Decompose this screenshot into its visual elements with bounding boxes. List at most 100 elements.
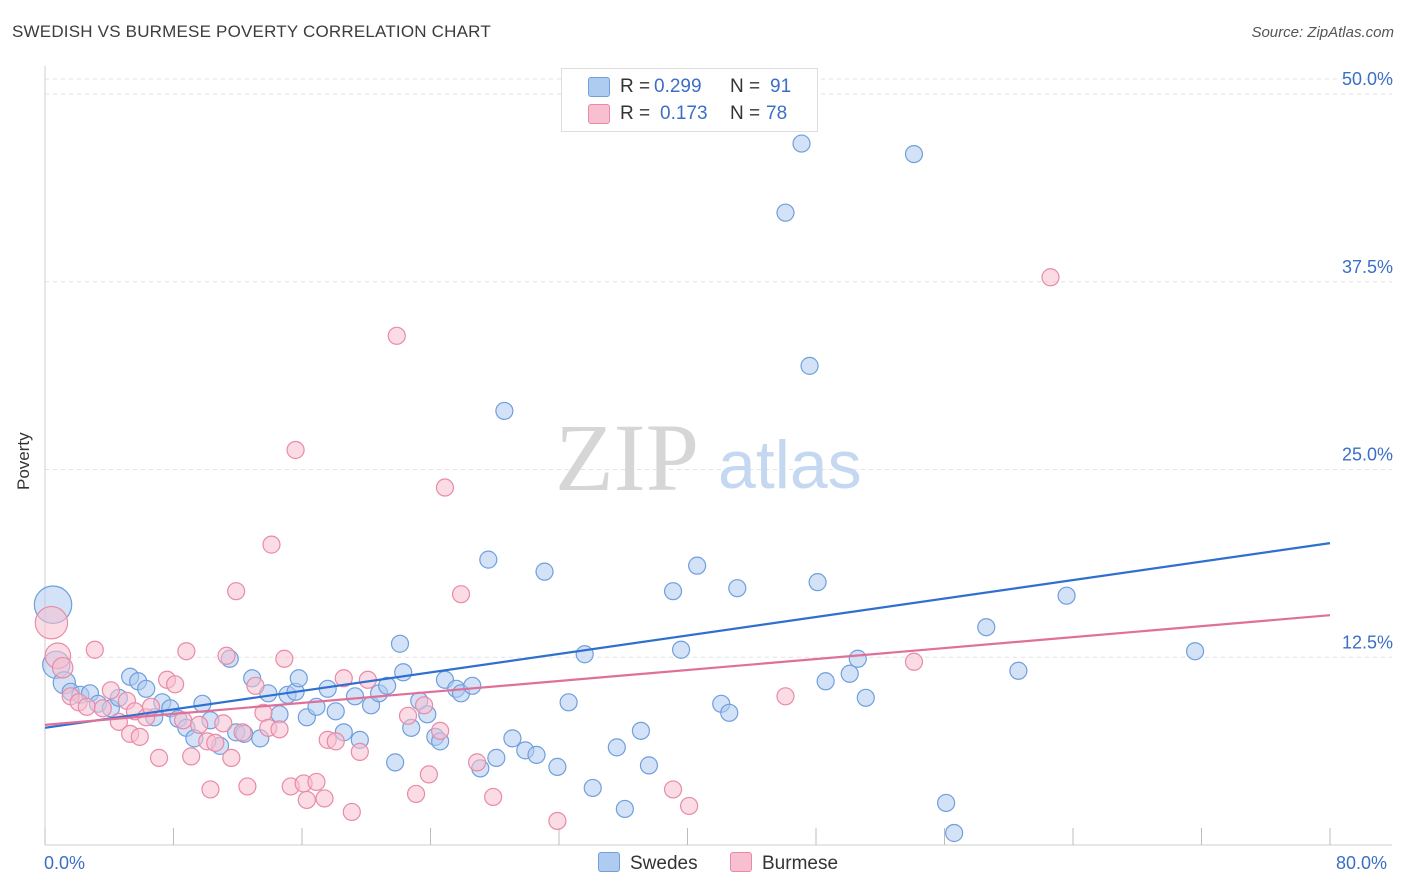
swedes-point [792, 134, 811, 153]
burmese-point [275, 649, 294, 668]
y-tick-label: 12.5% [1342, 632, 1393, 652]
x-axis-max-label: 80.0% [1336, 853, 1388, 873]
burmese-point [85, 640, 104, 659]
burmese-points [34, 268, 1060, 831]
legend-row-swedes: R = 0.299 N = 91 [562, 74, 817, 100]
burmese-point [262, 535, 281, 554]
legend: R = 0.299 N = 91 R = 0.173 N = 78 [561, 68, 818, 132]
burmese-point [297, 790, 316, 810]
burmese-point [326, 732, 345, 751]
burmese-point [435, 478, 455, 497]
burmese-point [398, 706, 418, 725]
swedes-point [326, 702, 345, 721]
burmese-point [286, 440, 305, 460]
swedes-point [671, 640, 691, 659]
burmese-point [130, 727, 149, 746]
burmese-point [387, 326, 406, 345]
source-credit: Source: ZipAtlas.com [1251, 24, 1394, 41]
chart-title: SWEDISH VS BURMESE POVERTY CORRELATION C… [12, 22, 491, 41]
legend-row-burmese: R = 0.173 N = 78 [562, 101, 817, 127]
swedes-point [345, 687, 365, 706]
burmese-point [93, 699, 112, 718]
burmese-point [190, 715, 209, 734]
bottom-legend-swedes: Swedes [598, 852, 698, 875]
y-axis-label: Poverty [14, 432, 33, 490]
swedes-point [840, 664, 859, 683]
burmese-point [222, 748, 241, 767]
axis-layer [44, 66, 1392, 846]
swedes-trend-line [44, 542, 1331, 729]
swedes-point [559, 693, 578, 712]
swedes-point [816, 672, 835, 691]
swedes-point [487, 748, 506, 767]
legend-n-value: 78 [766, 103, 788, 124]
burmese-point [484, 787, 503, 807]
swedes-point [808, 573, 827, 592]
burmese-point [1041, 268, 1060, 287]
swedes-point [945, 823, 964, 843]
burmese-point [238, 777, 257, 796]
burmese-point [904, 652, 924, 671]
legend-swatch-burmese [588, 104, 610, 124]
burmese-point [414, 696, 434, 715]
swedes-point [527, 745, 546, 764]
burmese-point [177, 642, 196, 661]
burmese-point [342, 802, 361, 822]
burmese-point [101, 681, 120, 700]
y-tick-label: 37.5% [1342, 257, 1393, 277]
y-tick-label: 50.0% [1342, 69, 1393, 89]
trend-layer [44, 542, 1331, 729]
swedes-point [1185, 642, 1205, 661]
swedes-point [495, 401, 514, 421]
watermark-zip: ZIP [555, 404, 699, 511]
swedes-point [1057, 586, 1076, 605]
watermark-atlas: atlas [718, 427, 862, 503]
burmese-trend-line [44, 614, 1331, 726]
swedes-point [583, 778, 602, 798]
swedes-point [378, 676, 397, 695]
burmese-point [149, 748, 169, 767]
swedes-point [535, 562, 554, 581]
burmese-point [350, 742, 369, 761]
burmese-point [431, 721, 450, 740]
swedes-point [800, 356, 819, 375]
swedes-point [390, 634, 410, 653]
burmese-point [270, 720, 289, 739]
legend-r-label: R = [620, 103, 651, 124]
legend-n-label: N = [730, 76, 761, 97]
burmese-point [77, 697, 96, 716]
bottom-legend-swatch-burmese [730, 852, 752, 872]
x-axis-min-label: 0.0% [44, 853, 86, 873]
burmese-point [201, 780, 220, 799]
burmese-point [548, 811, 567, 831]
burmese-point [406, 784, 426, 804]
burmese-point [451, 585, 471, 604]
swedes-point [720, 703, 739, 722]
burmese-point [307, 772, 326, 792]
swedes-point [548, 757, 567, 776]
burmese-point [217, 646, 236, 665]
legend-n-value: 91 [770, 76, 792, 97]
burmese-point [776, 687, 795, 706]
swedes-point [848, 649, 867, 668]
grid-layer [45, 78, 1392, 658]
burmese-point [166, 675, 185, 694]
y-tick-label: 25.0% [1342, 445, 1393, 465]
y-tick-labels: 12.5% 25.0% 37.5% 50.0% [1342, 69, 1393, 652]
legend-r-value: 0.173 [660, 103, 708, 124]
burmese-point [246, 676, 265, 695]
burmese-point [206, 733, 225, 752]
bottom-legend-swatch-swedes [598, 852, 620, 872]
swedes-point [479, 550, 498, 569]
swedes-point [776, 203, 795, 222]
legend-r-label: R = [620, 76, 651, 97]
burmese-point [233, 723, 252, 742]
bottom-legend-label-swedes: Swedes [630, 853, 698, 874]
swedes-point [904, 144, 924, 164]
swedes-point [386, 753, 405, 772]
swedes-point [137, 679, 156, 698]
legend-r-value: 0.299 [654, 76, 702, 97]
swedes-point [977, 618, 996, 637]
burmese-point [182, 747, 201, 766]
swedes-point [688, 556, 707, 575]
